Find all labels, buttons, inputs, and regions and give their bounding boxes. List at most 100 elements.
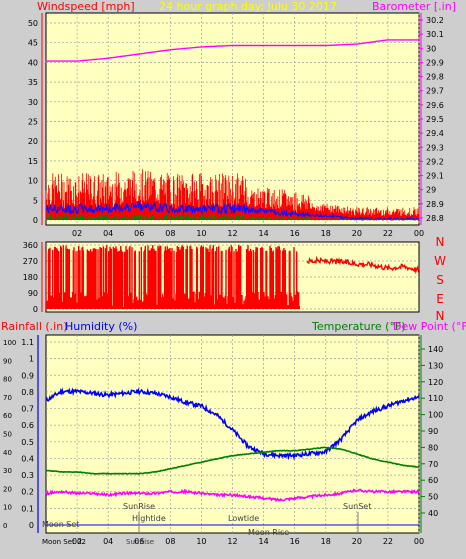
temperature-y-tick-label: 40 <box>428 509 438 518</box>
x-axis-overlay-label: SunRise <box>126 538 154 546</box>
barometer-y-tick-label: 28.8 <box>426 214 444 223</box>
barometer-point <box>325 44 327 47</box>
climate-x-tick-label: 12 <box>227 537 237 546</box>
rainfall-y-tick-label: 0.5 <box>21 438 34 447</box>
wind-x-tick-label: 20 <box>352 229 362 238</box>
wind-x-tick-label: 02 <box>72 229 82 238</box>
climate-x-tick-label: 06 <box>134 537 144 546</box>
barometer-point <box>138 53 140 55</box>
compass-label: S <box>436 273 444 287</box>
temperature-y-tick-label: 80 <box>428 443 438 452</box>
direction-y-tick-label: 360 <box>23 241 38 250</box>
x-axis-overlay-label: Moon Set 02 <box>42 538 86 546</box>
rainfall-y-tick-label: 0.6 <box>21 421 34 430</box>
climate-x-tick-label: 00 <box>414 537 424 546</box>
temperature-y-tick-label: 110 <box>428 394 443 403</box>
humidity-y-tick-label: 40 <box>3 449 12 457</box>
barometer-y-tick-label: 29.9 <box>426 58 444 67</box>
wind-x-tick-label: 14 <box>258 229 268 238</box>
humidity-y-tick-label: 20 <box>3 485 12 493</box>
wind-y-tick-label: 35 <box>28 78 38 87</box>
barometer-y-tick-label: 30.2 <box>426 16 444 25</box>
barometer-point <box>169 49 171 51</box>
rainfall-y-tick-label: 0.4 <box>21 454 34 463</box>
wind-x-tick-label: 10 <box>196 229 206 238</box>
barometer-y-tick-label: 29.4 <box>426 129 444 138</box>
wind-x-tick-label: 16 <box>290 229 300 238</box>
barometer-point <box>45 60 47 62</box>
barometer-y-tick-label: 29.6 <box>426 101 444 110</box>
temperature-y-tick-label: 90 <box>428 427 438 436</box>
temperature-y-tick-label: 60 <box>428 476 438 485</box>
dewpoint-axis-label: Dew Point (°F) <box>393 320 466 333</box>
climate-x-tick-label: 04 <box>103 537 113 546</box>
rainfall-axis-label: Rainfall (.in) <box>1 320 68 333</box>
rainfall-y-tick-label: 1 <box>29 355 34 364</box>
barometer-point <box>387 39 389 41</box>
humidity-series <box>45 387 420 461</box>
rainfall-y-tick-label: 0.3 <box>21 471 34 480</box>
barometer-y-tick-label: 29.8 <box>426 73 444 82</box>
barometer-y-tick-label: 29.3 <box>426 143 444 152</box>
event-annotation: SunRise <box>123 502 155 511</box>
wind-x-tick-label: 04 <box>103 229 113 238</box>
climate-x-tick-label: 08 <box>165 537 175 546</box>
wind-y-tick-label: 30 <box>28 98 38 107</box>
humidity-y-tick-label: 50 <box>3 431 12 439</box>
climate-x-tick-label: 20 <box>352 537 362 546</box>
humidity-y-tick-label: 10 <box>3 504 12 512</box>
direction-y-tick-label: 0 <box>33 305 38 314</box>
wind-y-tick-label: 5 <box>33 196 38 205</box>
wind-x-tick-label: 06 <box>134 229 144 238</box>
wind-y-tick-label: 15 <box>28 157 38 166</box>
wind-x-tick-label: 00 <box>414 229 424 238</box>
rainfall-y-tick-label: 0.8 <box>21 388 34 397</box>
temperature-y-tick-label: 120 <box>428 378 443 387</box>
humidity-y-tick-label: 60 <box>3 412 12 420</box>
wind-y-tick-label: 50 <box>28 19 38 28</box>
wind-y-tick-label: 45 <box>28 39 38 48</box>
wind-y-tick-label: 10 <box>28 177 38 186</box>
barometer-y-tick-label: 30.1 <box>426 30 444 39</box>
humidity-y-tick-label: 80 <box>3 376 12 384</box>
humidity-y-tick-label: 90 <box>3 357 12 365</box>
barometer-point <box>107 57 109 59</box>
wind-y-tick-label: 25 <box>28 118 38 127</box>
rainfall-y-tick-label: 0.9 <box>21 371 34 380</box>
humidity-y-tick-label: 100 <box>3 339 16 347</box>
temperature-y-tick-label: 140 <box>428 345 443 354</box>
barometer-point <box>418 39 420 41</box>
windspeed-axis-label: Windspeed [mph] <box>37 0 135 13</box>
compass-label: E <box>436 292 444 306</box>
wind-y-tick-label: 0 <box>33 216 38 225</box>
wind-x-tick-label: 08 <box>165 229 175 238</box>
wind-x-tick-label: 22 <box>383 229 393 238</box>
temperature-y-tick-label: 130 <box>428 361 443 370</box>
rainfall-y-tick-label: 0.1 <box>21 504 34 513</box>
wind-direction-series <box>306 255 420 275</box>
barometer-point <box>294 44 296 47</box>
climate-x-tick-label: 02 <box>72 537 82 546</box>
wind-x-tick-label: 12 <box>227 229 237 238</box>
climate-x-tick-label: 14 <box>258 537 268 546</box>
humidity-y-tick-label: 0 <box>3 522 7 530</box>
direction-y-tick-label: 270 <box>23 257 38 266</box>
humidity-axis-label: Humidity (%) <box>65 320 137 333</box>
barometer-y-tick-label: 29.5 <box>426 115 444 124</box>
climate-x-tick-label: 18 <box>321 537 331 546</box>
rainfall-y-tick-label: 0.2 <box>21 488 34 497</box>
event-annotation: Moon Rise <box>248 528 289 537</box>
temperature-series <box>45 446 420 475</box>
barometer-y-tick-label: 28.9 <box>426 200 444 209</box>
barometer-y-tick-label: 29.2 <box>426 157 444 166</box>
climate-x-tick-label: 16 <box>290 537 300 546</box>
barometer-axis-label: Barometer [.in] <box>372 0 456 13</box>
wind-y-tick-label: 20 <box>28 137 38 146</box>
wind-x-tick-label: 18 <box>321 229 331 238</box>
rainfall-y-tick-label: 0 <box>29 521 34 530</box>
dewpoint-series <box>45 488 420 503</box>
barometer-point <box>200 46 203 48</box>
compass-label: N <box>436 309 445 323</box>
climate-x-tick-label: 10 <box>196 537 206 546</box>
